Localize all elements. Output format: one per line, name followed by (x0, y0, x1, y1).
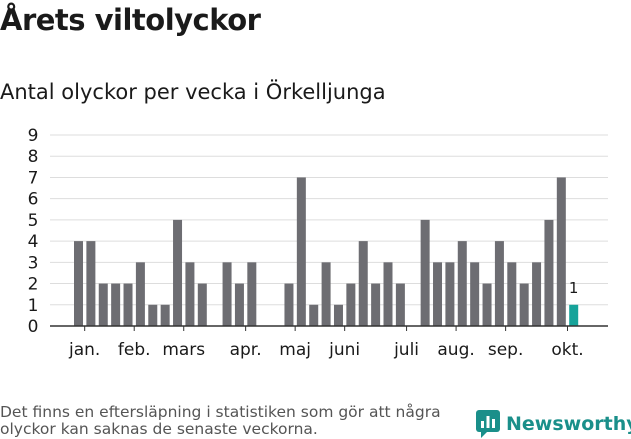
chart-subtitle: Antal olyckor per vecka i Örkelljunga (0, 80, 386, 104)
brand-name: Newsworthy (506, 413, 631, 435)
x-tick-label: juni (328, 340, 360, 360)
x-axis-month-labels: jan. feb. mars apr. maj juni juli aug. sep. okt. (68, 326, 584, 360)
bar (197, 283, 207, 326)
bar (222, 262, 232, 326)
bar (123, 283, 133, 326)
bar (173, 219, 183, 326)
bar (135, 262, 145, 326)
bar (371, 283, 381, 326)
bar (433, 262, 443, 326)
y-tick-label: 8 (28, 147, 39, 167)
y-tick-label: 1 (28, 296, 39, 316)
x-tick-label: feb. (118, 340, 151, 360)
bar (296, 177, 306, 326)
bar (532, 262, 542, 326)
x-tick-label: apr. (230, 340, 262, 360)
bar (507, 262, 517, 326)
bar (457, 241, 467, 326)
bars (74, 177, 579, 326)
bar (86, 241, 96, 326)
bar (321, 262, 331, 326)
page-title: Årets viltolyckor (0, 3, 261, 37)
x-tick-label: aug. (437, 340, 474, 360)
y-tick-label: 3 (28, 253, 39, 273)
bar (111, 283, 121, 326)
bar (284, 283, 294, 326)
bar (247, 262, 257, 326)
y-tick-label: 7 (28, 168, 39, 188)
bar (569, 304, 579, 326)
bar (482, 283, 492, 326)
bar (544, 219, 554, 326)
y-tick-label: 4 (28, 232, 39, 252)
bar (383, 262, 393, 326)
bar (160, 304, 170, 326)
x-tick-label: mars (162, 340, 205, 360)
x-tick-label: maj (279, 340, 311, 360)
highlight-data-label: 1 (569, 279, 579, 297)
bar (556, 177, 566, 326)
bar (234, 283, 244, 326)
x-tick-label: juli (393, 340, 419, 360)
bar (519, 283, 529, 326)
bar (358, 241, 368, 326)
bar (333, 304, 343, 326)
bar (494, 241, 504, 326)
bar (309, 304, 319, 326)
y-tick-label: 9 (28, 126, 39, 146)
bar (74, 241, 83, 326)
x-tick-label: jan. (68, 340, 100, 360)
bar (445, 262, 455, 326)
bar (148, 304, 158, 326)
x-tick-label: okt. (551, 340, 583, 360)
bar (98, 283, 108, 326)
newsworthy-logo-icon (476, 410, 500, 438)
y-tick-label: 5 (28, 211, 39, 231)
brand-logo: Newsworthy (476, 409, 631, 439)
bar (185, 262, 195, 326)
bar (470, 262, 480, 326)
y-tick-label: 2 (28, 275, 39, 295)
x-tick-label: sep. (488, 340, 524, 360)
bar (395, 283, 405, 326)
bar (420, 219, 430, 326)
y-tick-label: 0 (28, 317, 39, 337)
data-labels: 1 (569, 279, 579, 297)
bar (346, 283, 356, 326)
y-tick-label: 6 (28, 190, 39, 210)
footnote: Det finns en eftersläpning i statistiken… (0, 403, 441, 438)
